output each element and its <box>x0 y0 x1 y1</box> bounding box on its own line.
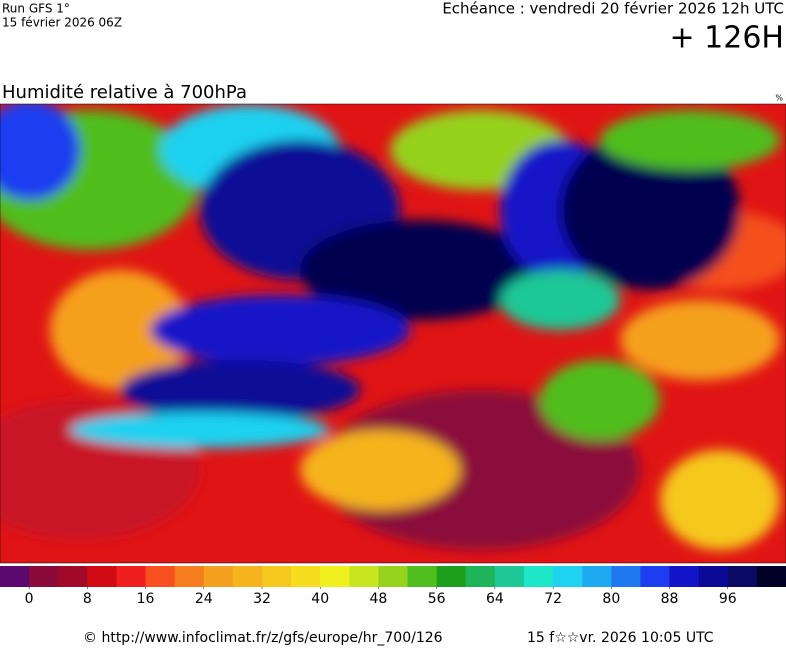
tick-label: 0 <box>25 591 34 607</box>
colorbar: 0 8 16 24 32 40 48 56 64 72 80 88 96 <box>0 566 786 607</box>
tick-label: 96 <box>719 591 737 607</box>
color-swatch <box>349 566 379 587</box>
tick-label: 72 <box>544 591 562 607</box>
color-swatch <box>58 566 88 587</box>
color-swatch <box>203 566 234 587</box>
color-swatch <box>465 566 496 587</box>
color-swatch <box>524 566 554 587</box>
tick-label: 88 <box>661 591 679 607</box>
color-swatch <box>611 566 641 587</box>
map-frame <box>0 103 786 564</box>
color-swatch <box>698 566 729 587</box>
color-swatch <box>291 566 321 587</box>
color-swatch <box>727 566 758 587</box>
color-swatch <box>87 566 117 587</box>
humidity-field <box>0 104 786 563</box>
tick-label: 80 <box>602 591 620 607</box>
color-swatch <box>145 566 176 587</box>
footer-timestamp: 15 f☆☆vr. 2026 10:05 UTC <box>527 630 714 646</box>
tick-label: 40 <box>311 591 329 607</box>
color-swatch <box>756 566 786 587</box>
color-swatch <box>436 566 467 587</box>
color-swatch <box>320 566 350 587</box>
map-title: Humidité relative à 700hPa <box>2 82 247 103</box>
footer-url: © http://www.infoclimat.fr/z/gfs/europe/… <box>83 630 443 646</box>
color-swatch <box>29 566 59 587</box>
run-date: 15 février 2026 06Z <box>2 16 122 30</box>
color-swatch <box>669 566 700 587</box>
color-swatch <box>553 566 583 587</box>
color-swatch <box>116 566 147 587</box>
tick-label: 24 <box>195 591 213 607</box>
color-swatch <box>232 566 263 587</box>
color-swatch <box>378 566 409 587</box>
run-label: Run GFS 1° <box>2 2 70 16</box>
color-swatch <box>407 566 438 587</box>
lead-time: + 126H <box>670 21 785 56</box>
color-swatch <box>494 566 525 587</box>
tick-label: 56 <box>428 591 446 607</box>
tick-label: 8 <box>83 591 92 607</box>
tick-label: 32 <box>253 591 271 607</box>
unit-label: % <box>775 94 783 103</box>
color-swatch <box>262 566 292 587</box>
color-swatch <box>640 566 671 587</box>
color-swatch <box>174 566 205 587</box>
valid-time: Echéance : vendredi 20 février 2026 12h … <box>442 0 784 18</box>
tick-label: 64 <box>486 591 504 607</box>
tick-label: 16 <box>137 591 155 607</box>
color-swatch <box>582 566 612 587</box>
color-swatch <box>0 566 30 587</box>
tick-label: 48 <box>370 591 388 607</box>
